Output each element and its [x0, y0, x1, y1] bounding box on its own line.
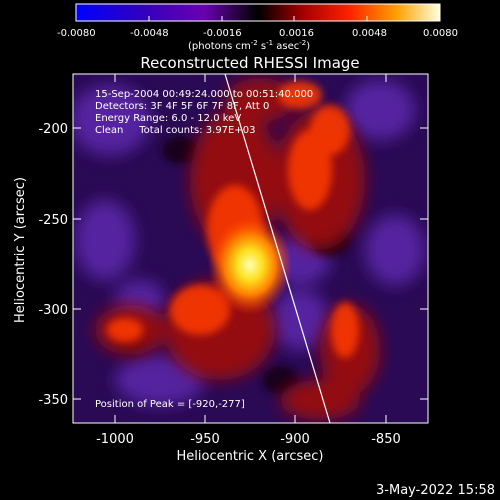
annotation-energy-range: Energy Range: 6.0 - 12.0 keV	[95, 113, 241, 124]
colorbar-unit: (photons cm-2 s-1 asec-2)	[188, 39, 310, 52]
y-axis-title: Heliocentric Y (arcsec)	[13, 177, 28, 323]
x-tick-label: -950	[190, 432, 220, 447]
rhessi-image	[73, 74, 428, 423]
colorbar-tick-label: -0.0016	[203, 28, 242, 39]
annotation-time-range: 15-Sep-2004 00:49:24.000 to 00:51:40.000	[95, 89, 313, 100]
flare-peak	[208, 215, 292, 315]
colorbar-tick-label: -0.0080	[57, 28, 96, 39]
plot-title: Reconstructed RHESSI Image	[140, 54, 359, 72]
colorbar-tick-label: 0.0080	[423, 28, 458, 39]
x-tick-label: -850	[371, 432, 401, 447]
x-tick-label: -1000	[96, 432, 134, 447]
plot-frame	[72, 73, 429, 424]
colorbar-tick-label: -0.0048	[130, 28, 169, 39]
y-tick-label: -300	[38, 303, 68, 318]
colorbar-tick-label: 0.0048	[352, 28, 387, 39]
annotation-peak-position: Position of Peak = [-920,-277]	[95, 399, 245, 410]
y-tick-label: -200	[38, 122, 68, 137]
x-tick-label: -900	[280, 432, 310, 447]
annotation-clean-counts: Clean Total counts: 3.97E+03	[95, 125, 255, 136]
colorbar	[75, 3, 441, 22]
timestamp-footer: 3-May-2022 15:58	[376, 483, 495, 498]
annotation-detectors: Detectors: 3F 4F 5F 6F 7F 8F, Att 0	[95, 101, 269, 112]
y-tick-label: -250	[38, 213, 68, 228]
x-axis-title: Heliocentric X (arcsec)	[177, 449, 324, 464]
solar-limb-line	[224, 74, 331, 423]
colorbar-ticks	[75, 16, 441, 21]
y-tick-label: -350	[38, 393, 68, 408]
axis-ticks	[73, 74, 428, 423]
colorbar-tick-label: 0.0016	[279, 28, 314, 39]
